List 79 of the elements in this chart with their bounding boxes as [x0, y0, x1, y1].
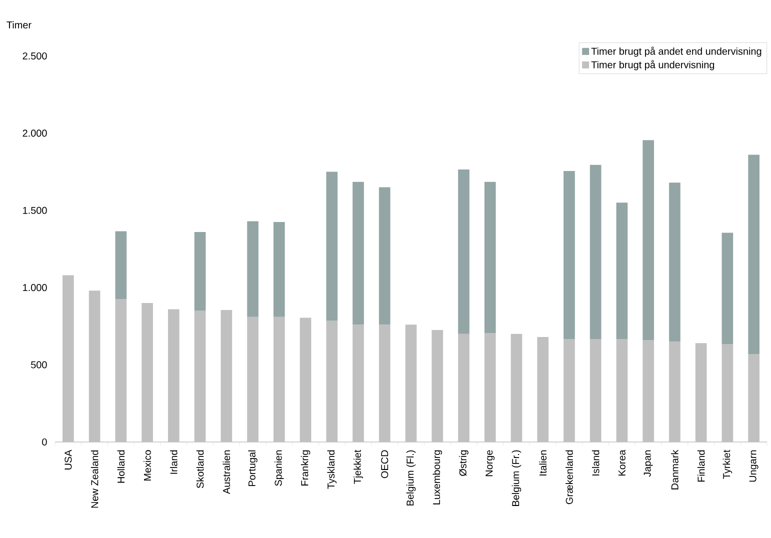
bar — [722, 232, 734, 344]
bar — [300, 318, 312, 442]
bar — [432, 330, 444, 442]
bar — [642, 140, 654, 340]
legend-label: Timer brugt på undervisning — [591, 60, 714, 70]
bar — [273, 316, 285, 442]
bar — [484, 182, 496, 334]
bar — [273, 222, 285, 317]
x-tick-label: Island — [592, 450, 600, 476]
bar — [352, 182, 364, 325]
bar — [616, 202, 628, 340]
x-tick-label: Spanien — [274, 450, 284, 486]
bar — [168, 309, 180, 442]
x-tick-label: Skotland — [196, 450, 204, 488]
bar — [748, 154, 760, 354]
bar — [616, 339, 628, 442]
bar — [458, 334, 470, 442]
x-tick-label: Belgium (Fl.) — [406, 450, 416, 506]
bar — [484, 333, 496, 442]
x-tick-label: OECD — [381, 450, 388, 478]
bar — [564, 339, 575, 442]
x-tick-label: Finland — [697, 450, 705, 482]
bar — [695, 343, 707, 442]
x-tick-label: Danmark — [671, 450, 678, 490]
x-tick-label: Luxembourg — [432, 450, 442, 504]
y-tick-label: 1.500 — [23, 206, 47, 214]
bar — [326, 172, 338, 321]
bar — [88, 290, 100, 442]
x-tick-label: Mexico — [144, 450, 151, 480]
x-tick-label: Tjekkiet — [354, 450, 363, 484]
bar — [590, 164, 602, 340]
x-tick-label: Tyskland — [327, 450, 337, 489]
bar — [748, 354, 760, 442]
bar — [62, 275, 74, 442]
bar — [326, 320, 338, 442]
x-tick-label: Australien — [222, 450, 230, 494]
x-tick-label: Ungarn — [749, 450, 758, 482]
y-axis-title: Timer — [6, 21, 32, 28]
bar — [458, 169, 470, 334]
bar — [590, 339, 602, 442]
bar — [642, 340, 654, 442]
bar — [378, 324, 390, 442]
x-tick-label: Japan — [644, 450, 653, 477]
x-tick-label: Italien — [539, 450, 547, 476]
x-tick-label: Irland — [170, 450, 178, 474]
bar — [669, 342, 680, 442]
bar — [722, 344, 734, 442]
x-tick-label: Portugal — [248, 450, 258, 486]
x-tick-label: USA — [64, 450, 72, 470]
x-tick-label: Korea — [618, 450, 626, 476]
x-tick-label: Grækenland — [566, 450, 573, 504]
bar — [115, 231, 127, 300]
bar — [405, 324, 417, 442]
bar — [247, 221, 258, 317]
y-tick-label: 2.000 — [22, 130, 47, 137]
x-tick-label: Belgium (Fr.) — [512, 450, 522, 506]
y-tick-label: 500 — [31, 361, 47, 368]
bar — [115, 299, 127, 442]
x-tick-label: New Zealand — [90, 450, 98, 508]
y-tick-label: 2.500 — [22, 52, 47, 60]
bar — [194, 310, 206, 442]
bar — [247, 316, 258, 442]
bar — [669, 182, 680, 342]
legend-label: Timer brugt på andet end undervisning — [591, 46, 762, 57]
x-tick-label: Østrig — [459, 450, 468, 476]
bar — [142, 303, 153, 442]
y-tick-label: 0 — [42, 438, 47, 446]
x-tick-label: Frankrig — [300, 450, 310, 486]
x-tick-label: Norge — [486, 450, 495, 476]
bar — [378, 187, 390, 325]
y-tick-label: 1.000 — [23, 284, 47, 292]
bar — [510, 334, 522, 442]
bar — [220, 310, 232, 442]
x-tick-label: Tyrkiet — [722, 450, 732, 479]
bar — [537, 336, 549, 442]
x-tick-label: Holland — [117, 450, 125, 483]
bar — [194, 232, 206, 311]
bar — [564, 171, 575, 340]
bar — [352, 324, 364, 442]
